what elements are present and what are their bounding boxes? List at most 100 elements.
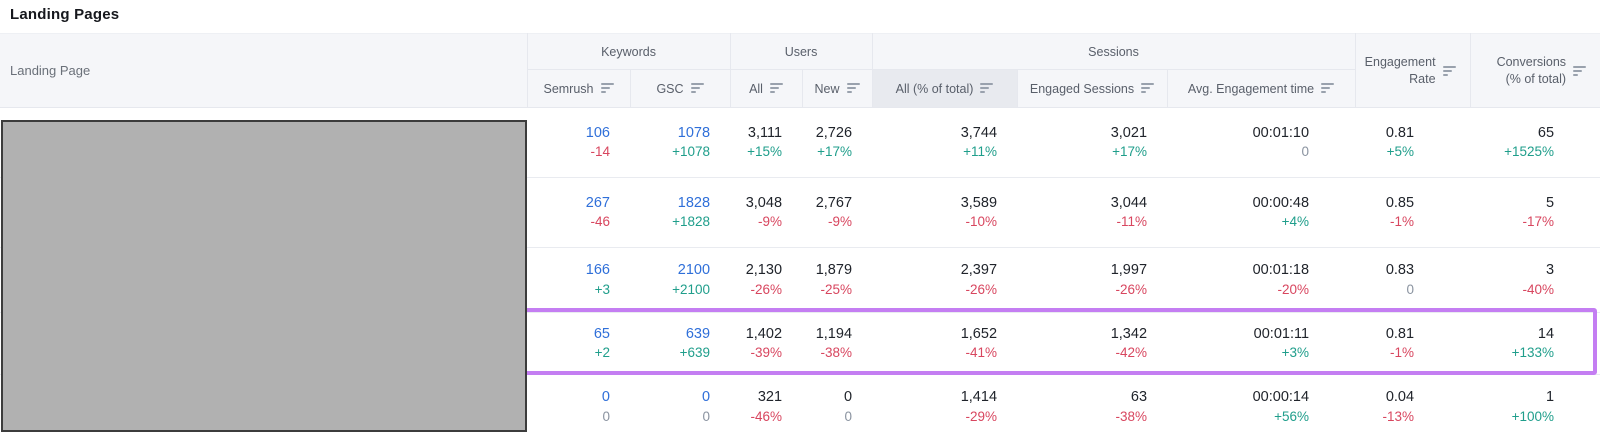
metric-delta: -9%: [758, 214, 783, 230]
sort-icon[interactable]: [846, 82, 860, 93]
sort-icon[interactable]: [1442, 65, 1456, 76]
col-header-users-all[interactable]: All: [729, 69, 803, 108]
users-all-column-label: All: [749, 81, 763, 96]
metric-delta: -26%: [965, 281, 998, 297]
semrush-keywords-cell: 106 -14: [527, 107, 630, 178]
avg-engagement-time-column-label: Avg. Engagement time: [1187, 81, 1315, 96]
semrush-keywords-cell: 267 -46: [527, 177, 630, 248]
metric-delta: -41%: [965, 345, 998, 361]
keyword-count-link[interactable]: 1828: [677, 194, 711, 211]
col-header-users-new[interactable]: New: [801, 69, 873, 108]
metric-delta: -10%: [965, 214, 998, 230]
engaged-sessions-column-label: Engaged Sessions: [1029, 81, 1135, 96]
semrush-keywords-cell: 65 +2: [527, 312, 630, 375]
col-group-keywords: Keywords: [526, 33, 731, 70]
keyword-count-link[interactable]: 2100: [677, 262, 711, 279]
sessions-all-column-label: All (% of total): [895, 81, 974, 96]
engaged-sessions-cell: 3,021 +17%: [1017, 107, 1168, 178]
col-header-semrush[interactable]: Semrush: [527, 69, 631, 108]
metric-value: 00:00:14: [1252, 388, 1310, 405]
col-group-sessions: Sessions: [871, 33, 1356, 70]
users-new-column-label: New: [814, 81, 840, 96]
sessions-all-cell: 2,397 -26%: [872, 247, 1018, 313]
col-header-engagement-rate[interactable]: Engagement Rate: [1354, 33, 1471, 108]
metric-delta: +15%: [747, 144, 783, 160]
sort-icon[interactable]: [769, 82, 783, 93]
keyword-count-link[interactable]: 166: [585, 262, 610, 279]
metric-value: 3: [1545, 262, 1555, 279]
avg-engagement-time-cell: 00:00:48 +4%: [1167, 177, 1356, 248]
conversions-cell: 3 -40%: [1470, 247, 1600, 313]
conversions-label-line2: (% of total): [1505, 71, 1567, 86]
keyword-count-link[interactable]: 267: [585, 194, 610, 211]
metric-value: 3,589: [960, 194, 998, 211]
users-new-cell: 2,726 +17%: [802, 107, 873, 178]
redaction-overlay: [1, 120, 527, 432]
metric-delta: -26%: [750, 281, 783, 297]
conversions-cell: 65 +1525%: [1470, 107, 1600, 178]
engagement-rate-cell: 0.83 0: [1355, 247, 1471, 313]
keyword-count-link[interactable]: 0: [701, 388, 711, 405]
users-new-cell: 1,194 -38%: [802, 312, 873, 375]
metric-value: 0.81: [1385, 325, 1415, 342]
engaged-sessions-cell: 3,044 -11%: [1017, 177, 1168, 248]
metric-value: 1,414: [960, 388, 998, 405]
metric-value: 3,744: [960, 124, 998, 141]
metric-delta: +11%: [963, 144, 998, 160]
keyword-count-link[interactable]: 1078: [677, 124, 711, 141]
sort-icon[interactable]: [600, 82, 614, 93]
metric-delta: +5%: [1386, 144, 1415, 160]
sort-icon[interactable]: [980, 82, 994, 93]
metric-delta: -11%: [1116, 214, 1148, 230]
metric-delta: +1828: [672, 214, 711, 230]
metric-value: 5: [1545, 194, 1555, 211]
col-header-avg-engagement-time[interactable]: Avg. Engagement time: [1166, 69, 1356, 108]
conversions-cell: 5 -17%: [1470, 177, 1600, 248]
sort-icon[interactable]: [1141, 82, 1155, 93]
metric-delta: 0: [602, 408, 610, 424]
keyword-count-link[interactable]: 65: [593, 325, 610, 342]
engagement-rate-cell: 0.85 -1%: [1355, 177, 1471, 248]
metric-value: 00:01:18: [1252, 262, 1310, 279]
metric-delta: +100%: [1511, 408, 1555, 424]
sort-icon[interactable]: [1573, 65, 1587, 76]
metric-value: 2,767: [815, 194, 853, 211]
conversions-cell: 1 +100%: [1470, 374, 1600, 439]
metric-delta: -26%: [1115, 281, 1148, 297]
col-header-engaged-sessions[interactable]: Engaged Sessions: [1016, 69, 1168, 108]
sessions-group-label: Sessions: [1088, 44, 1139, 59]
keyword-count-link[interactable]: 0: [601, 388, 610, 405]
metric-value: 2,726: [815, 124, 853, 141]
metric-delta: +56%: [1274, 408, 1310, 424]
col-header-gsc[interactable]: GSC: [629, 69, 731, 108]
metric-value: 3,111: [747, 124, 783, 141]
metric-value: 3,044: [1110, 194, 1148, 211]
metric-delta: -46: [590, 214, 610, 230]
sort-icon[interactable]: [1321, 82, 1335, 93]
metric-value: 0.85: [1385, 194, 1415, 211]
engaged-sessions-cell: 1,997 -26%: [1017, 247, 1168, 313]
metric-delta: +639: [679, 345, 711, 361]
metric-delta: -38%: [820, 345, 853, 361]
sort-icon[interactable]: [690, 82, 704, 93]
keyword-count-link[interactable]: 106: [585, 124, 610, 141]
metric-value: 65: [1537, 124, 1555, 141]
keyword-count-link[interactable]: 639: [685, 325, 711, 342]
col-group-users: Users: [729, 33, 873, 70]
metric-delta: 0: [1301, 144, 1310, 160]
engagement-rate-cell: 0.04 -13%: [1355, 374, 1471, 439]
metric-delta: 0: [702, 408, 711, 424]
metric-value: 2,130: [745, 262, 783, 279]
metric-value: 1,402: [745, 325, 783, 342]
col-header-conversions[interactable]: Conversions (% of total): [1469, 33, 1600, 108]
avg-engagement-time-cell: 00:01:11 +3%: [1167, 312, 1356, 375]
metric-delta: -14: [590, 144, 610, 160]
users-all-cell: 321 -46%: [730, 374, 803, 439]
col-header-sessions-all[interactable]: All (% of total): [871, 69, 1018, 108]
engagement-rate-label-line2: Rate: [1409, 71, 1436, 86]
metric-delta: 0: [844, 408, 853, 424]
gsc-column-label: GSC: [656, 81, 684, 96]
metric-delta: 0: [1406, 281, 1415, 297]
